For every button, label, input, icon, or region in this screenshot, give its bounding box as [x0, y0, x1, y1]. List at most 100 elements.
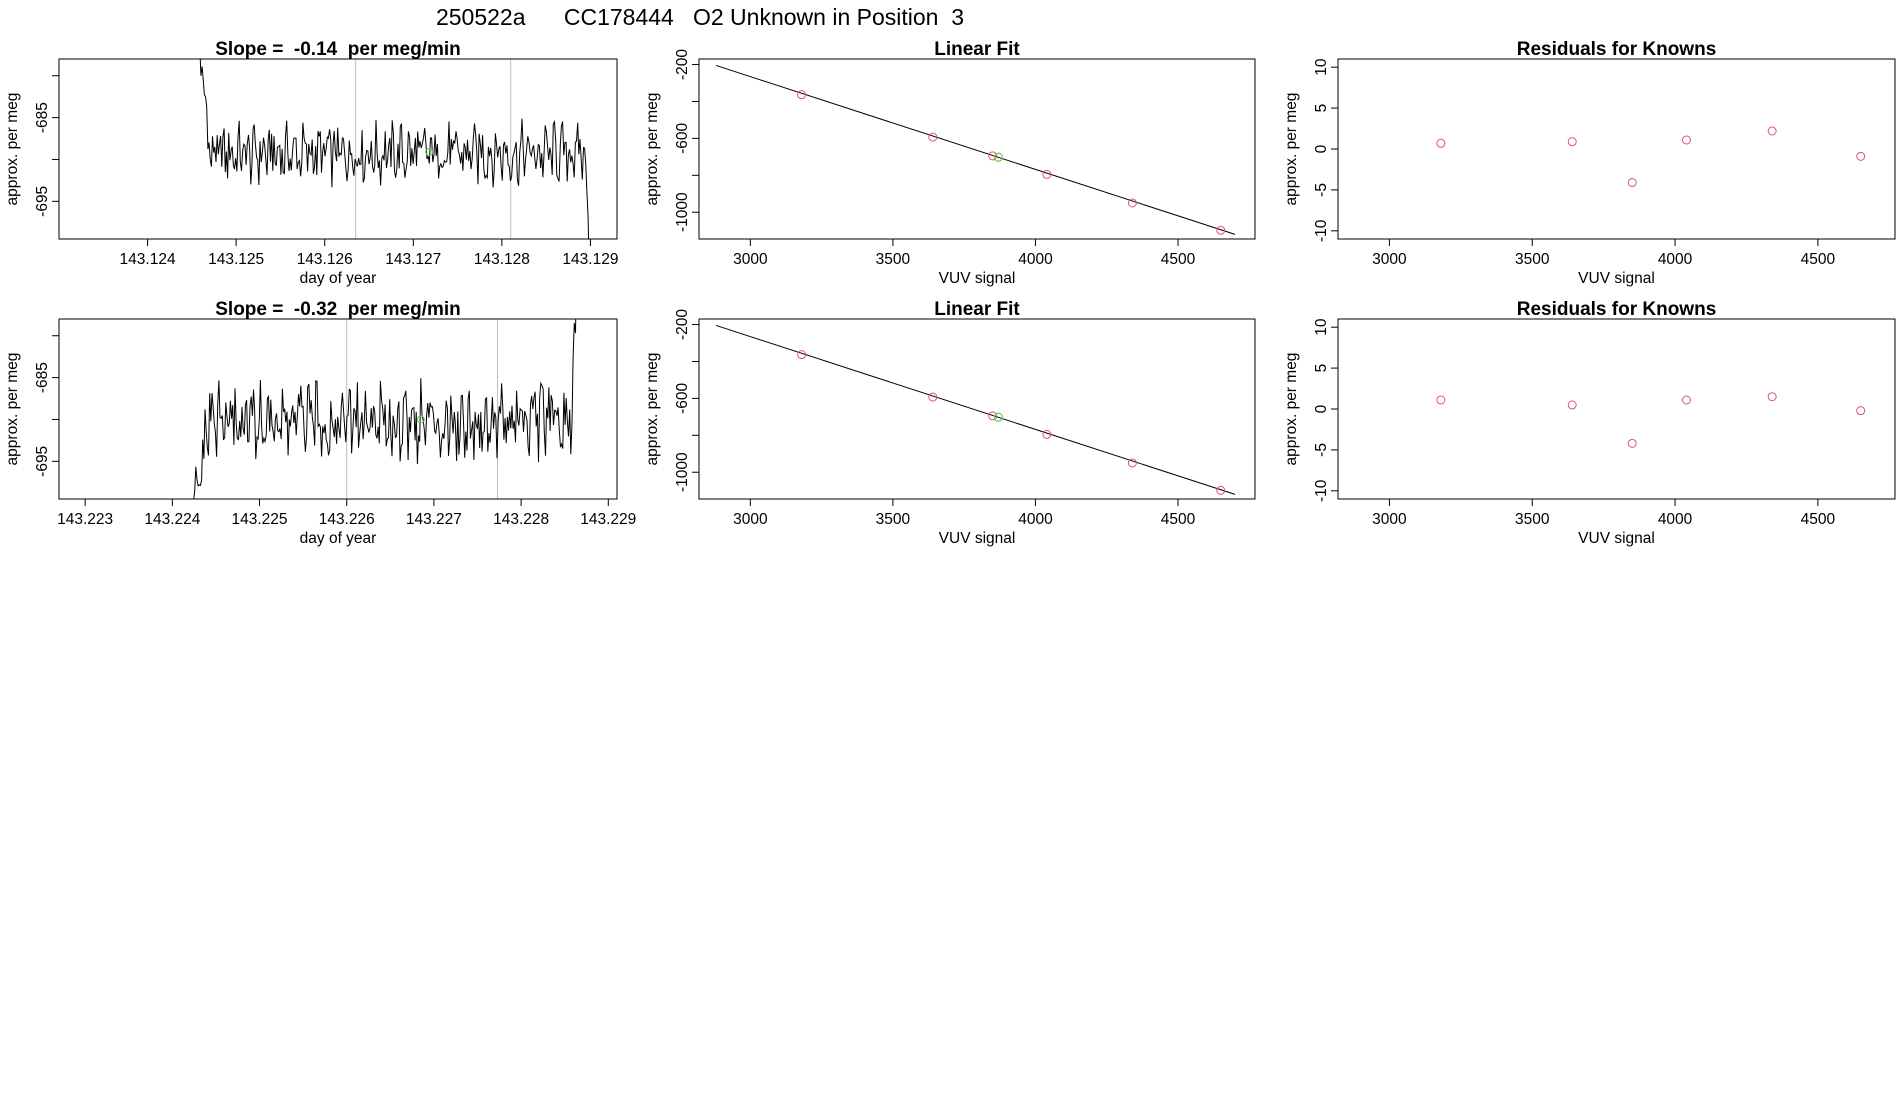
y-tick-label: -685	[34, 102, 51, 133]
plot-area	[715, 64, 1236, 235]
x-axis-label: VUV signal	[939, 270, 1016, 287]
x-axis-label: VUV signal	[1578, 270, 1655, 287]
y-tick-label: 0	[1313, 144, 1330, 153]
x-tick-label: 3000	[733, 251, 768, 268]
plot-frame	[698, 58, 1256, 240]
unknown-point	[993, 412, 1003, 422]
panel-fit2: Linear Fit 3000 3500 4000 4500 -1000 -600 -200 V…	[644, 299, 1256, 547]
known-point	[1216, 225, 1226, 235]
x-tick-label: 143.229	[580, 511, 636, 528]
x-tick-label: 3500	[876, 251, 911, 268]
y-tick-label: 10	[1313, 58, 1330, 76]
x-tick-label: 3500	[876, 511, 911, 528]
x-tick-label: 4500	[1801, 251, 1836, 268]
known-point	[988, 151, 998, 161]
y-axis-label: approx. per meg	[644, 93, 661, 206]
plot-area	[1436, 126, 1866, 188]
panel-ts1: Slope = -0.14 per meg/min 143.124 143.125 1…	[4, 39, 618, 287]
y-axis-label: approx. per meg	[644, 353, 661, 466]
unknown-point	[416, 415, 425, 424]
known-point	[1127, 198, 1137, 208]
panel-ts2: Slope = -0.32 per meg/min 143.223 143.224 1…	[4, 299, 636, 547]
known-point	[928, 392, 938, 402]
x-tick-label: 4500	[1801, 511, 1836, 528]
series-trace	[199, 59, 590, 239]
known-point	[988, 411, 998, 421]
panel-title: Linear Fit	[934, 299, 1020, 320]
plot-frame	[698, 318, 1256, 500]
x-tick-label: 4000	[1018, 511, 1053, 528]
x-tick-label: 4000	[1658, 511, 1693, 528]
known-point	[1567, 137, 1577, 147]
fit-line	[715, 64, 1236, 235]
unknown-point	[425, 147, 434, 156]
y-tick-label: -600	[674, 382, 691, 413]
plot-area	[1436, 392, 1866, 448]
fit-line	[715, 324, 1236, 495]
x-tick-label: 143.125	[208, 251, 264, 268]
known-point	[1567, 400, 1577, 410]
x-tick-label: 143.227	[406, 511, 462, 528]
y-tick-label: -600	[674, 122, 691, 153]
x-tick-label: 143.225	[232, 511, 288, 528]
x-tick-label: 4000	[1658, 251, 1693, 268]
x-tick-label: 143.128	[474, 251, 530, 268]
known-point	[1681, 135, 1691, 145]
x-tick-label: 4500	[1161, 251, 1196, 268]
x-tick-label: 3000	[1372, 251, 1407, 268]
known-point	[1042, 169, 1052, 179]
x-tick-label: 3500	[1515, 511, 1550, 528]
unknown-point	[993, 152, 1003, 162]
x-tick-label: 3000	[1372, 511, 1407, 528]
known-point	[928, 132, 938, 142]
known-point	[1627, 178, 1637, 188]
panel-title: Residuals for Knowns	[1517, 299, 1717, 320]
known-point	[1216, 485, 1226, 495]
plot-frame	[1337, 318, 1896, 500]
y-tick-label: -695	[34, 186, 51, 217]
x-axis-label: day of year	[300, 270, 377, 287]
known-point	[797, 90, 807, 100]
y-tick-label: 0	[1313, 404, 1330, 413]
x-tick-label: 143.124	[120, 251, 176, 268]
x-axis-label: VUV signal	[939, 530, 1016, 547]
x-axis-label: day of year	[300, 530, 377, 547]
y-axis-label: approx. per meg	[1283, 353, 1300, 466]
x-tick-label: 143.127	[385, 251, 441, 268]
plot-area	[193, 319, 577, 499]
plot-frame	[58, 58, 618, 240]
x-tick-label: 3500	[1515, 251, 1550, 268]
plot-area	[199, 59, 590, 239]
panel-fit1: Linear Fit 3000 3500 4000 4500 -1000 -600 -200 V…	[644, 39, 1256, 287]
y-tick-label: -5	[1313, 443, 1330, 457]
panel-title: Slope = -0.14 per meg/min	[215, 39, 461, 60]
y-tick-label: 5	[1313, 104, 1330, 113]
y-tick-label: 5	[1313, 364, 1330, 373]
series-trace	[193, 319, 577, 499]
known-point	[797, 350, 807, 360]
x-tick-label: 143.224	[144, 511, 200, 528]
panels: Slope = -0.14 per meg/min 143.124 143.125 1…	[4, 39, 1896, 547]
y-tick-label: -1000	[674, 452, 691, 492]
x-tick-label: 143.228	[493, 511, 549, 528]
known-point	[1436, 138, 1446, 148]
panel-title: Slope = -0.32 per meg/min	[215, 299, 461, 320]
y-tick-label: -695	[34, 446, 51, 477]
plot-frame	[1337, 58, 1896, 240]
known-point	[1436, 395, 1446, 405]
known-point	[1681, 395, 1691, 405]
panel-res2: Residuals for Knowns 3000 3500 4000 4500 -10 -…	[1283, 299, 1896, 547]
panel-res1: Residuals for Knowns 3000 3500 4000 4500 -10 -…	[1283, 39, 1896, 287]
y-tick-label: -10	[1313, 479, 1330, 502]
x-tick-label: 4000	[1018, 251, 1053, 268]
plot-area	[715, 324, 1236, 495]
y-tick-label: -200	[674, 309, 691, 340]
x-axis-label: VUV signal	[1578, 530, 1655, 547]
known-point	[1767, 126, 1777, 136]
known-point	[1856, 151, 1866, 161]
known-point	[1856, 406, 1866, 416]
known-point	[1767, 392, 1777, 402]
y-tick-label: -200	[674, 49, 691, 80]
